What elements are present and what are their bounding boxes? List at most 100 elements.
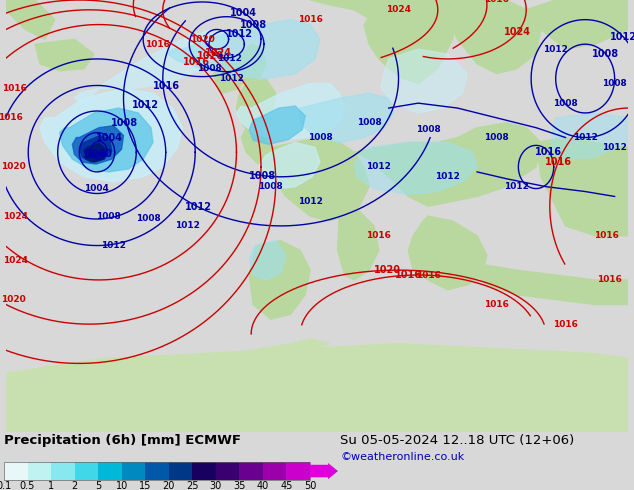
Text: 1008: 1008 (96, 212, 121, 220)
Polygon shape (536, 138, 628, 236)
Text: 1024: 1024 (386, 5, 411, 14)
Polygon shape (354, 143, 477, 195)
Polygon shape (381, 49, 467, 113)
Polygon shape (249, 241, 310, 319)
Bar (192, 462, 216, 480)
Text: 1012: 1012 (602, 143, 627, 152)
Polygon shape (526, 0, 628, 49)
Text: 0.1: 0.1 (0, 481, 11, 490)
Text: 1012: 1012 (504, 182, 529, 191)
Polygon shape (259, 143, 320, 189)
Polygon shape (79, 136, 112, 162)
Polygon shape (40, 88, 183, 182)
Text: 1016: 1016 (415, 270, 441, 279)
Text: 1016: 1016 (298, 15, 323, 24)
Bar (27, 462, 51, 480)
Polygon shape (338, 206, 379, 280)
Text: 20: 20 (162, 481, 175, 490)
Bar (75, 462, 98, 480)
Text: 1004: 1004 (84, 184, 108, 193)
Text: 1016: 1016 (153, 81, 180, 91)
Text: 1016: 1016 (183, 57, 210, 67)
Text: 1012: 1012 (543, 45, 568, 53)
Polygon shape (477, 265, 628, 304)
Text: 1024: 1024 (504, 27, 531, 37)
Text: 1004: 1004 (230, 8, 257, 18)
Bar (240, 462, 263, 480)
Text: 5: 5 (95, 481, 101, 490)
Text: 45: 45 (280, 481, 293, 490)
Text: 10: 10 (115, 481, 128, 490)
Polygon shape (60, 108, 153, 172)
Text: 40: 40 (257, 481, 269, 490)
Text: 1008: 1008 (111, 118, 138, 128)
Text: 1016: 1016 (553, 319, 578, 329)
Text: 1016: 1016 (2, 84, 27, 93)
Text: 1008: 1008 (197, 64, 221, 74)
Text: 1012: 1012 (175, 221, 200, 230)
FancyArrow shape (310, 463, 338, 479)
Text: 25: 25 (186, 481, 198, 490)
Polygon shape (84, 144, 106, 162)
Text: 1016: 1016 (594, 231, 619, 240)
Polygon shape (168, 20, 320, 78)
Bar (4, 462, 27, 480)
Text: 1008: 1008 (416, 125, 441, 134)
Text: 1020: 1020 (1, 163, 26, 172)
Bar (216, 462, 240, 480)
Text: 1008: 1008 (249, 171, 276, 181)
Polygon shape (214, 59, 243, 93)
Text: Precipitation (6h) [mm] ECMWF: Precipitation (6h) [mm] ECMWF (4, 434, 241, 447)
Text: 1008: 1008 (484, 133, 509, 142)
Text: 1012: 1012 (132, 100, 159, 110)
Bar (287, 462, 310, 480)
Text: 35: 35 (233, 481, 245, 490)
Text: 1012: 1012 (101, 241, 126, 250)
Polygon shape (72, 126, 124, 164)
Text: 15: 15 (139, 481, 152, 490)
Text: 1008: 1008 (307, 133, 332, 142)
Bar (4, 462, 310, 480)
Text: 1012: 1012 (610, 32, 634, 42)
Polygon shape (231, 339, 330, 356)
Text: 1024: 1024 (205, 48, 231, 58)
Text: 1016: 1016 (484, 0, 509, 4)
Text: 1020: 1020 (197, 51, 224, 61)
Text: 1016: 1016 (484, 300, 509, 309)
Bar (51, 462, 75, 480)
Polygon shape (236, 83, 344, 140)
Bar (169, 462, 192, 480)
Text: 1016: 1016 (597, 275, 622, 284)
Polygon shape (301, 93, 394, 143)
Text: 1012: 1012 (366, 163, 391, 172)
Text: 1024: 1024 (3, 256, 28, 265)
Text: 1000: 1000 (86, 149, 112, 159)
Text: ©weatheronline.co.uk: ©weatheronline.co.uk (340, 452, 464, 462)
Text: 1012: 1012 (298, 197, 323, 206)
Polygon shape (249, 241, 285, 280)
Polygon shape (6, 344, 628, 432)
Text: 1016: 1016 (366, 231, 391, 240)
Polygon shape (249, 106, 305, 145)
Bar (122, 462, 145, 480)
Polygon shape (236, 78, 276, 133)
Polygon shape (438, 0, 541, 74)
Polygon shape (6, 0, 55, 39)
Text: 0.5: 0.5 (20, 481, 36, 490)
Polygon shape (35, 39, 94, 71)
Text: 1008: 1008 (240, 20, 266, 30)
Text: 1016: 1016 (145, 40, 171, 49)
Polygon shape (354, 123, 541, 206)
Text: 1008: 1008 (592, 49, 619, 59)
Polygon shape (310, 0, 458, 44)
Bar (263, 462, 287, 480)
Text: 1008: 1008 (136, 214, 160, 222)
Text: 1000: 1000 (82, 151, 107, 160)
Text: 1016: 1016 (0, 113, 23, 122)
Polygon shape (551, 113, 628, 159)
Polygon shape (236, 44, 266, 83)
Polygon shape (364, 0, 458, 83)
Text: 1012: 1012 (226, 29, 252, 40)
Text: 1008: 1008 (357, 118, 382, 127)
Bar (98, 462, 122, 480)
